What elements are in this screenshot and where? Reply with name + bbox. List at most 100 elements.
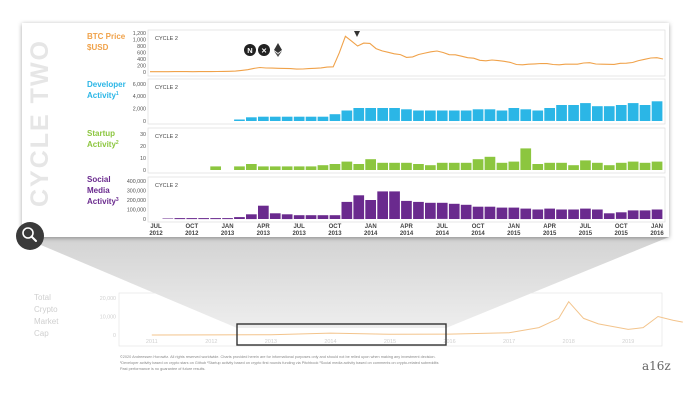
developer-activity-bar xyxy=(508,108,520,121)
developer-activity-bar xyxy=(293,116,305,121)
startup-activity-bar xyxy=(353,164,365,170)
y-tick-label-social: 300,000 xyxy=(127,188,146,194)
y-tick-label-developer: 4,000 xyxy=(133,94,146,100)
social-activity-bar xyxy=(592,209,603,219)
social-activity-bar xyxy=(544,208,555,220)
overview-x-tick-label: 2016 xyxy=(443,339,455,345)
social-activity-bar xyxy=(353,195,365,220)
overview-layer: 20,000 10,000 0 2011 2012 2013 2014 2015 2016 201… xyxy=(100,296,683,345)
startup-activity-bar xyxy=(592,162,603,170)
y-tick-label-social: 100,000 xyxy=(127,207,146,213)
y-tick-label-btc: 800 xyxy=(137,44,146,50)
startup-activity-bar xyxy=(305,166,317,170)
social-activity-bar xyxy=(162,218,174,219)
panel-label-startup-word: Activity xyxy=(87,140,116,149)
startup-activity-bar xyxy=(448,162,460,170)
panel-label-startup-line1: Startup xyxy=(87,129,115,138)
a16z-logo: a16z xyxy=(642,359,671,373)
y-tick-label-developer: 6,000 xyxy=(133,82,146,88)
overview-x-tick-label: 2017 xyxy=(503,339,515,345)
search-icon[interactable] xyxy=(16,222,44,250)
panel-label-developer-line1: Developer xyxy=(87,80,126,89)
x-tick-label-month: JUL xyxy=(580,224,592,230)
y-axis-ticks: 1,2001,00080060040020006,0004,0002,00003… xyxy=(127,31,146,223)
social-activity-bar xyxy=(627,210,639,219)
x-tick-label-month: APR xyxy=(400,224,413,230)
cycle-label-developer: CYCLE 2 xyxy=(155,85,178,91)
social-activity-bar xyxy=(174,218,186,220)
startup-activity-bar xyxy=(329,164,341,170)
x-tick-label-month: OCT xyxy=(185,224,198,230)
panel-label-social-line2: Media xyxy=(87,186,110,195)
x-tick-label-year: 2012 xyxy=(149,231,163,237)
x-tick-label-year: 2015 xyxy=(507,231,521,237)
startup-activity-bar xyxy=(401,162,412,170)
startup-activity-bar xyxy=(281,166,293,170)
x-tick-label-year: 2013 xyxy=(221,231,235,237)
developer-activity-bar xyxy=(305,116,317,121)
social-activity-bar xyxy=(532,209,544,219)
startup-activity-bar xyxy=(258,166,269,170)
social-activity-bar xyxy=(317,215,329,219)
btc-price-line xyxy=(150,35,664,73)
developer-activity-bar xyxy=(389,108,400,121)
x-tick-label-month: OCT xyxy=(472,224,485,230)
peak-marker-icon xyxy=(354,31,360,37)
developer-activity-bar xyxy=(532,110,544,121)
startup-activity-bar xyxy=(639,162,651,170)
y-tick-label-startup: 10 xyxy=(140,156,146,162)
startup-activity-bar xyxy=(627,161,639,170)
x-tick-label-year: 2015 xyxy=(543,231,557,237)
overview-label-line3: Market xyxy=(34,317,59,326)
developer-activity-bar xyxy=(281,116,293,121)
developer-activity-bar xyxy=(627,103,639,121)
xrp-icon: ✕ xyxy=(258,44,270,56)
developer-activity-bar xyxy=(413,110,424,121)
startup-activity-bar xyxy=(269,166,281,170)
y-tick-label-developer: 2,000 xyxy=(133,106,146,112)
startup-activity-bar xyxy=(436,162,448,170)
zoom-card xyxy=(22,23,669,237)
panel-label-social: Social Media Activity3 xyxy=(87,175,119,206)
developer-activity-bar xyxy=(317,116,329,121)
overview-highlight-window xyxy=(236,323,447,346)
overview-x-tick-label: 2015 xyxy=(384,339,396,345)
developer-activity-bar xyxy=(401,109,412,121)
developer-activity-bar xyxy=(246,117,257,121)
startup-activity-bar xyxy=(508,161,520,170)
overview-label: Total Crypto Market Cap xyxy=(34,293,59,338)
social-activity-bar xyxy=(258,205,269,219)
cycle-label-startup: CYCLE 2 xyxy=(155,134,178,140)
developer-activity-bar xyxy=(639,105,651,121)
x-tick-label-year: 2014 xyxy=(400,231,414,237)
developer-activity-bar xyxy=(258,116,269,121)
x-tick-label-year: 2014 xyxy=(364,231,378,237)
panel-label-startup-line2: Activity2 xyxy=(87,140,119,149)
developer-activity-bar xyxy=(425,110,436,121)
developer-activity-bar xyxy=(651,101,663,121)
developer-activity-bar xyxy=(365,108,376,121)
developer-activity-bar xyxy=(580,103,591,121)
overview-label-line1: Total xyxy=(34,293,51,302)
startup-activity-bar xyxy=(568,165,579,170)
panel-label-btc: BTC Price $USD xyxy=(87,32,126,52)
social-activity-bar xyxy=(329,215,341,219)
social-activity-bar xyxy=(246,214,257,220)
x-tick-label-month: JAN xyxy=(508,224,520,230)
x-axis: JUL2012OCT2012JAN2013APR2013JUL2013OCT20… xyxy=(149,224,664,237)
social-activity-bar xyxy=(484,206,496,219)
startup-activity-bar xyxy=(293,166,305,170)
social-activity-bar xyxy=(603,213,615,219)
x-tick-label-month: JUL xyxy=(293,224,305,230)
developer-activity-bar xyxy=(436,110,448,121)
y-tick-label-btc: 400 xyxy=(137,57,146,63)
startup-activity-bar xyxy=(484,156,496,170)
developer-activity-bar xyxy=(234,119,245,121)
overview-label-line2: Crypto xyxy=(34,305,58,314)
social-activity-bar xyxy=(341,201,353,219)
developer-activity-bar xyxy=(329,114,341,121)
social-activity-bar xyxy=(389,191,400,219)
x-tick-label-year: 2013 xyxy=(257,231,271,237)
x-tick-label-year: 2014 xyxy=(436,231,450,237)
